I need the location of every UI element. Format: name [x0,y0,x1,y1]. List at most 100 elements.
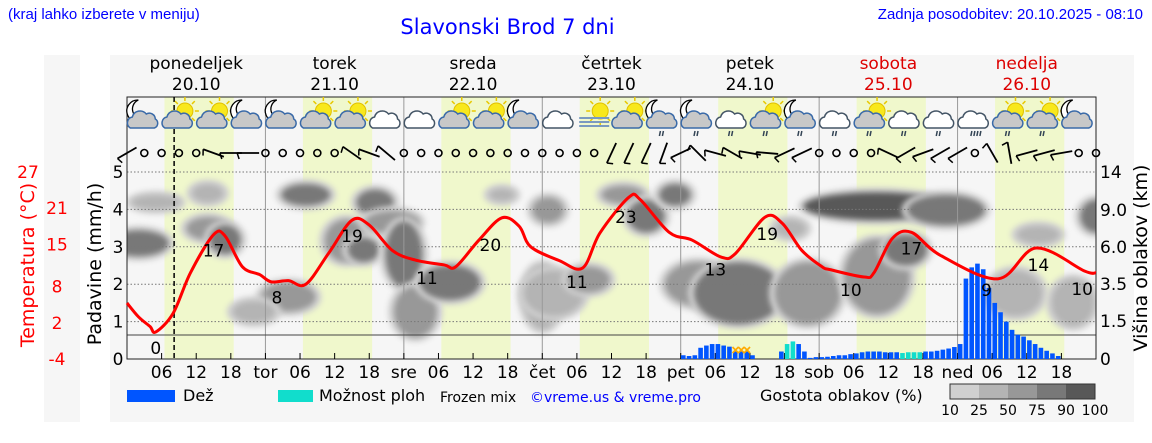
wind-barb-feather [755,151,759,159]
rain-bar [957,344,963,359]
rain-bar [998,312,1003,359]
rain-bar [923,351,928,359]
rain-drop [903,130,907,137]
cloud-shape [715,110,747,129]
day-name: ponedeljek [149,54,243,74]
cloud-icon [368,110,401,129]
sun-cloud-rain-icon [853,97,892,137]
sun-ray [485,100,490,105]
sun-shape [591,102,609,120]
cloud-height-tick: 1.5 [1100,312,1127,332]
wind-barb-feather [791,157,797,163]
wind-barb-icon [721,146,743,160]
sun-ray [502,100,507,105]
wind-barb-staff [1006,142,1013,164]
wind-barb-icon [1032,149,1055,162]
calm-wind-icon [174,148,184,158]
temperature-label: 19 [756,225,778,245]
wind-barb-staff [1015,149,1038,157]
wind-barb-staff [985,143,999,163]
sun-cloud-icon [334,97,372,129]
wind-barb-feather [947,157,954,164]
rain-bar [986,287,992,359]
cloud-density-blob [694,262,783,325]
x-tick-label: 12 [1016,363,1038,383]
sun-ray [226,100,230,105]
day-date: 25.10 [864,75,913,95]
wind-barb-icon [606,142,617,165]
sun-ray [624,100,629,105]
wind-barb-feather [1032,155,1038,162]
density-level-label: 90 [1057,403,1075,419]
density-legend-title: Gostota oblakov (%) [760,386,923,405]
cloud-rain-icon [922,110,955,137]
cloud-density-blob [884,234,927,266]
sun-ray [883,100,888,105]
wind-barb-staff [1050,150,1073,156]
wind-barb-icon [930,146,951,164]
calm-wind-icon [589,148,599,158]
sun-cloud-icon [438,97,476,129]
cloud-icon [542,110,574,129]
rain-drop [800,130,803,137]
cloud-shape [403,110,436,129]
temperature-label: 13 [705,261,727,281]
wind-barb-staff [358,148,380,158]
rain-bar [819,357,825,359]
rain-bar [715,344,721,359]
rain-drop [730,130,734,137]
wind-barb-icon [981,142,999,163]
cloud-icon [403,110,436,129]
sun-cloud-icon [161,97,199,129]
shower-bar [900,353,905,359]
wind-barb-staff [377,145,396,161]
day-name: četrtek [581,54,642,74]
cloud-shape [957,110,990,129]
rain-bar [992,302,998,359]
x-tick-label: 06 [843,363,865,383]
rain-bar [732,351,738,359]
rain-bar [1038,347,1044,359]
temperature-tick: 2 [52,314,63,334]
cloud-density-blob [988,270,1043,316]
rain-drop [973,130,976,137]
rain-bar [721,345,726,359]
x-tick-label: 06 [981,363,1003,383]
rain-bar [1003,321,1009,359]
cloud-shape [507,110,540,129]
x-tick-label: 06 [705,363,727,383]
wind-barb-feather [738,150,741,158]
calm-wind-icon [295,148,305,158]
frozen-mix-mark [737,346,745,354]
moon-cloud-icon [506,99,540,129]
wind-barb-feather [1049,154,1055,161]
rain-drop [661,130,665,137]
precip-tick: 3 [113,238,124,258]
sun-ray [1039,100,1044,105]
sun-cloud-icon [299,97,338,129]
sun-ray [468,100,473,105]
sun-cloud-icon [611,97,649,129]
temperature-label: 17 [203,242,225,262]
calm-wind-icon [832,148,841,158]
wind-barb-staff [342,145,362,161]
calm-wind-icon [157,148,166,158]
calm-wind-icon [399,148,409,158]
sun-ray [1056,117,1061,122]
rain-bar [796,344,801,359]
temperature-label: 11 [416,269,438,289]
shower-bar [917,352,923,359]
rain-bar [1044,350,1049,359]
rain-bar [865,351,871,359]
wind-barb-icon [658,142,669,165]
temperature-label: 11 [566,273,588,293]
sun-ray [589,100,594,105]
wind-barb-feather [981,142,988,149]
frozen-mix-mark [731,346,740,354]
temperature-tick: 27 [17,163,39,183]
calm-wind-icon [849,148,859,158]
calm-wind-icon [416,148,426,158]
calm-wind-icon [330,148,339,158]
rain-bar [704,345,709,359]
wind-barb-icon [876,147,899,159]
